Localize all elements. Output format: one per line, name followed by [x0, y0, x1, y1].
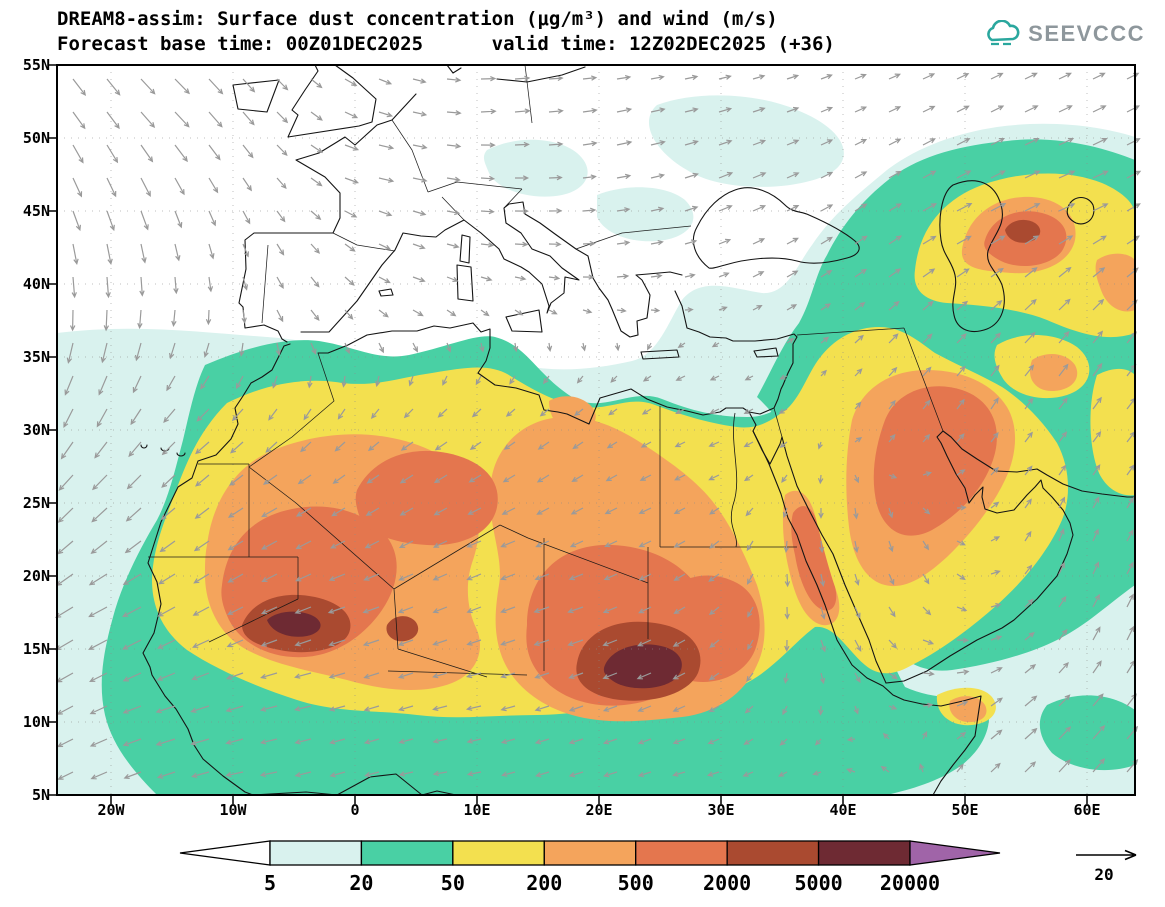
- lon-tick-label: 30E: [707, 801, 735, 819]
- graticule: [57, 65, 1135, 795]
- colorbar-segment: [909, 840, 1001, 866]
- country-borders: [148, 64, 944, 678]
- wind-reference: 20: [1058, 843, 1150, 884]
- wind-ref-label: 20: [1094, 865, 1114, 884]
- lat-tick-label: 10N: [22, 713, 50, 731]
- colorbar-segment: [635, 840, 728, 866]
- colorbar-segment: [543, 840, 637, 866]
- colorbar-segment: [817, 840, 911, 866]
- colorbar-label: 200: [526, 871, 562, 895]
- lat-tick-label: 30N: [22, 421, 50, 439]
- lat-tick-label: 45N: [22, 202, 50, 220]
- colorbar-label: 2000: [703, 871, 751, 895]
- lon-tick-label: 50E: [951, 801, 979, 819]
- lat-tick-label: 40N: [22, 275, 50, 293]
- lon-tick-label: 60E: [1073, 801, 1101, 819]
- dust-map: [48, 64, 1142, 804]
- lat-tick-label: 35N: [22, 348, 50, 366]
- map-frame: [56, 64, 1136, 796]
- seevccc-logo: SEEVCCC: [983, 20, 1145, 48]
- lon-tick-label: 40E: [829, 801, 857, 819]
- forecast-times: Forecast base time: 00Z01DEC2025 valid t…: [57, 33, 835, 55]
- dust-colorbar: 5 20 50 200 500 2000 5000 20000: [140, 838, 1040, 902]
- lat-tick-label: 5N: [31, 786, 50, 804]
- lat-tick-label: 25N: [22, 494, 50, 512]
- colorbar-segment: [452, 840, 545, 866]
- colorbar-label: 5: [264, 871, 276, 895]
- dust-concentration-fills: [57, 95, 1135, 795]
- lat-tick-label: 20N: [22, 567, 50, 585]
- wind-vectors: [55, 72, 1142, 780]
- colorbar-segment: [179, 840, 271, 866]
- page-title: DREAM8-assim: Surface dust concentration…: [57, 8, 778, 30]
- logo-text: SEEVCCC: [1028, 21, 1145, 46]
- wind-ref-arrow-icon: [1076, 849, 1137, 861]
- lat-tick-label: 15N: [22, 640, 50, 658]
- colorbar-label: 500: [618, 871, 654, 895]
- colorbar-label: 20: [349, 871, 373, 895]
- lat-tick-label: 55N: [22, 56, 50, 74]
- lon-tick-label: 10W: [219, 801, 247, 819]
- lat-tick-label: 50N: [22, 129, 50, 147]
- colorbar-label: 50: [441, 871, 465, 895]
- colorbar-segment: [269, 840, 363, 866]
- colorbar-segment: [360, 840, 454, 866]
- cloud-icon: [987, 20, 1020, 46]
- lon-tick-label: 0: [350, 801, 360, 819]
- colorbar-segment: [726, 840, 820, 866]
- lon-tick-label: 20W: [97, 801, 125, 819]
- dust-map-plot: [48, 64, 1142, 804]
- colorbar-label: 20000: [880, 871, 940, 895]
- lon-tick-label: 20E: [585, 801, 613, 819]
- axis-ticks: [48, 64, 1088, 804]
- lon-tick-label: 10E: [463, 801, 491, 819]
- colorbar-label: 5000: [794, 871, 842, 895]
